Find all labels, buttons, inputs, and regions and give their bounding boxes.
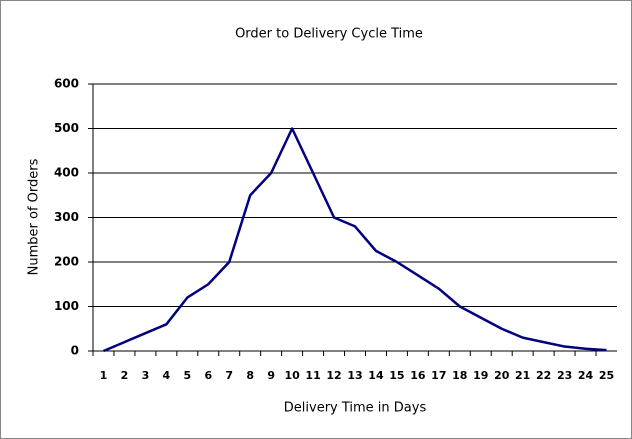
x-tick-label: 17 [431, 369, 446, 382]
x-tick-label: 11 [305, 369, 320, 382]
x-tick-label: 2 [121, 369, 129, 382]
x-tick-label: 13 [347, 369, 362, 382]
data-line [102, 127, 607, 353]
y-tick-label: 400 [54, 166, 79, 180]
x-tick-label: 12 [326, 369, 341, 382]
x-tick-label: 4 [163, 369, 171, 382]
x-axis-title: Delivery Time in Days [284, 401, 427, 416]
y-tick-label: 500 [54, 121, 79, 135]
x-tick-label: 20 [494, 369, 510, 382]
x-tick-label: 24 [578, 369, 594, 382]
y-tick-label: 200 [54, 255, 79, 269]
x-tick-label: 15 [389, 369, 404, 382]
y-tick-label: 100 [54, 299, 79, 313]
x-tick-label: 3 [142, 369, 150, 382]
x-tick-label: 6 [204, 369, 212, 382]
x-tick-label: 7 [225, 369, 233, 382]
x-tick-label: 18 [452, 369, 467, 382]
x-tick-label: 8 [246, 369, 254, 382]
x-tick-label: 22 [536, 369, 551, 382]
chart-title: Order to Delivery Cycle Time [235, 27, 423, 42]
x-tick-label: 21 [515, 369, 530, 382]
y-axis-title: Number of Orders [27, 158, 42, 275]
x-tick-label: 5 [183, 369, 191, 382]
x-tick-label: 10 [284, 369, 300, 382]
y-tick-label: 300 [54, 210, 79, 224]
y-tick-label: 0 [71, 344, 79, 358]
x-tick-label: 19 [473, 369, 488, 382]
y-tick-label: 600 [54, 77, 79, 91]
x-tick-label: 9 [267, 369, 275, 382]
x-tick-label: 16 [410, 369, 426, 382]
x-tick-label: 1 [100, 369, 108, 382]
x-tick-label: 23 [557, 369, 572, 382]
x-tick-label: 25 [599, 369, 614, 382]
x-tick-label: 14 [368, 369, 384, 382]
